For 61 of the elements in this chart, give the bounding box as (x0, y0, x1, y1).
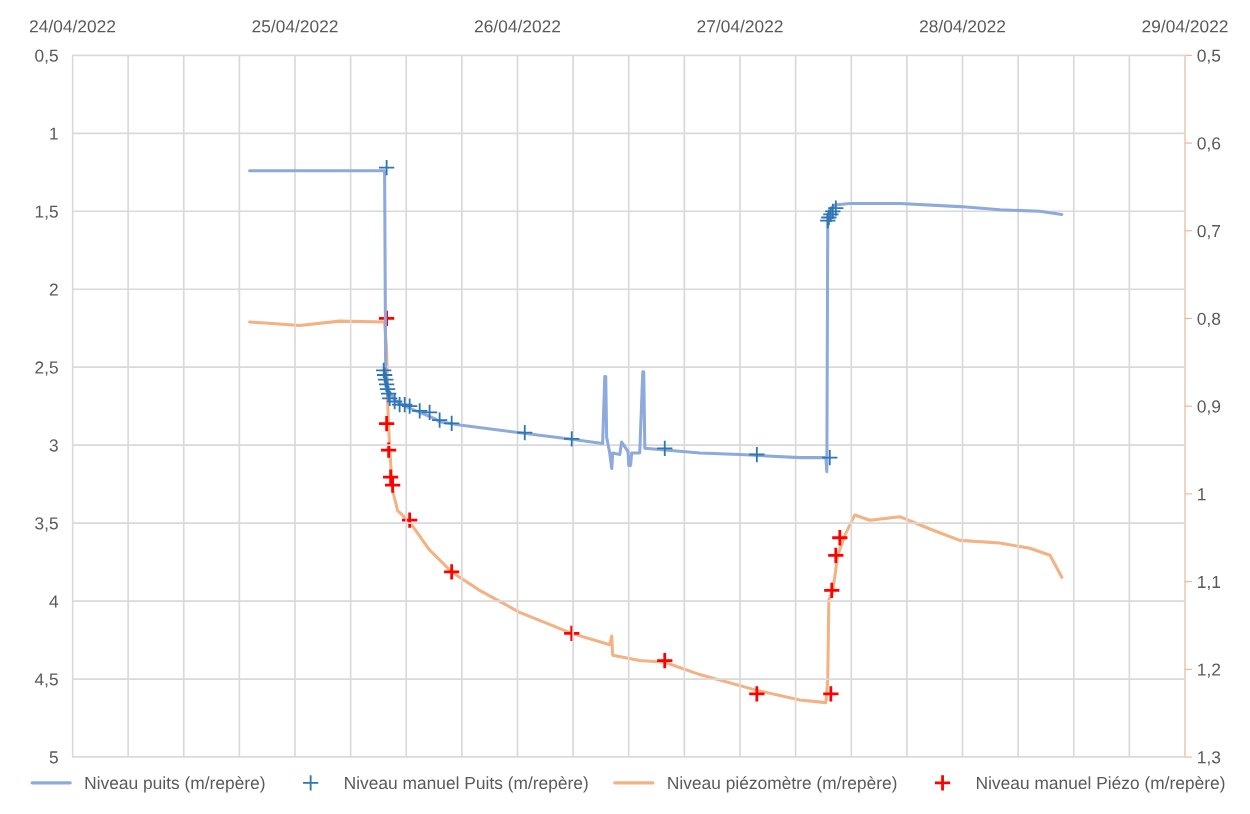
point (381, 389, 399, 407)
y-tick-label: 4 (49, 595, 59, 608)
y2-tick-label: 0,9 (1197, 400, 1221, 415)
y-tick-label: 5 (49, 751, 58, 764)
y2-tick-label: 1,2 (1198, 663, 1221, 678)
legend-label: Niveau puits (m/repère) (85, 776, 265, 793)
y-tick-label: 1,5 (35, 205, 58, 220)
x-tick-label: 25/04/2022 (252, 19, 338, 33)
y2-tick-label: 0,8 (1197, 312, 1221, 327)
y-tick-label: 2 (49, 283, 58, 296)
point (516, 424, 534, 442)
point (821, 684, 840, 703)
x-tick-label: 24/04/2022 (29, 19, 116, 33)
line-series (248, 169, 1064, 474)
y2-tick-label: 1,1 (1198, 575, 1221, 591)
y-tick-label: 3 (49, 439, 58, 452)
point (563, 430, 581, 448)
point (386, 392, 404, 411)
legend-label: Niveau piézomètre (m/repère) (668, 776, 897, 793)
point (443, 414, 461, 432)
point (378, 375, 396, 393)
y2-tick-label: 0,6 (1197, 137, 1221, 152)
point (378, 159, 396, 177)
x-tick-label: 29/04/2022 (1142, 19, 1228, 33)
x-tick-label: 26/04/2022 (474, 19, 561, 33)
point (826, 546, 845, 565)
y2-tick-label: 0,5 (1197, 49, 1221, 64)
point (377, 414, 396, 433)
point (562, 624, 581, 643)
y-tick-label: 0,5 (35, 49, 58, 64)
point (379, 380, 397, 398)
legend-label: Niveau manuel Puits (m/repère) (345, 776, 588, 793)
point (442, 562, 461, 581)
point (401, 397, 419, 415)
point (821, 449, 839, 467)
point (747, 684, 766, 703)
y2-tick-label: 0,7 (1197, 224, 1221, 240)
point (748, 445, 766, 464)
point (400, 511, 419, 530)
y2-tick-label: 1,3 (1198, 751, 1221, 766)
point (411, 402, 429, 420)
x-tick-label: 27/04/2022 (697, 19, 783, 33)
x-tick-label: 28/04/2022 (919, 19, 1006, 33)
point (377, 371, 395, 389)
point (822, 581, 841, 600)
point (375, 361, 393, 379)
y-tick-label: 4,5 (34, 673, 58, 688)
point (656, 439, 674, 457)
y-tick-label: 3,5 (35, 517, 58, 532)
point (421, 403, 439, 421)
point (380, 385, 398, 403)
y-tick-label: 1 (50, 127, 58, 140)
legend-label: Niveau manuel Piézo (m/repère) (976, 776, 1225, 793)
point (379, 441, 398, 460)
y2-tick-label: 1 (1198, 488, 1206, 501)
y-tick-label: 2,5 (35, 361, 58, 376)
point (830, 528, 849, 547)
point (431, 411, 449, 429)
point (396, 396, 414, 414)
point (655, 651, 674, 670)
point (383, 476, 402, 495)
